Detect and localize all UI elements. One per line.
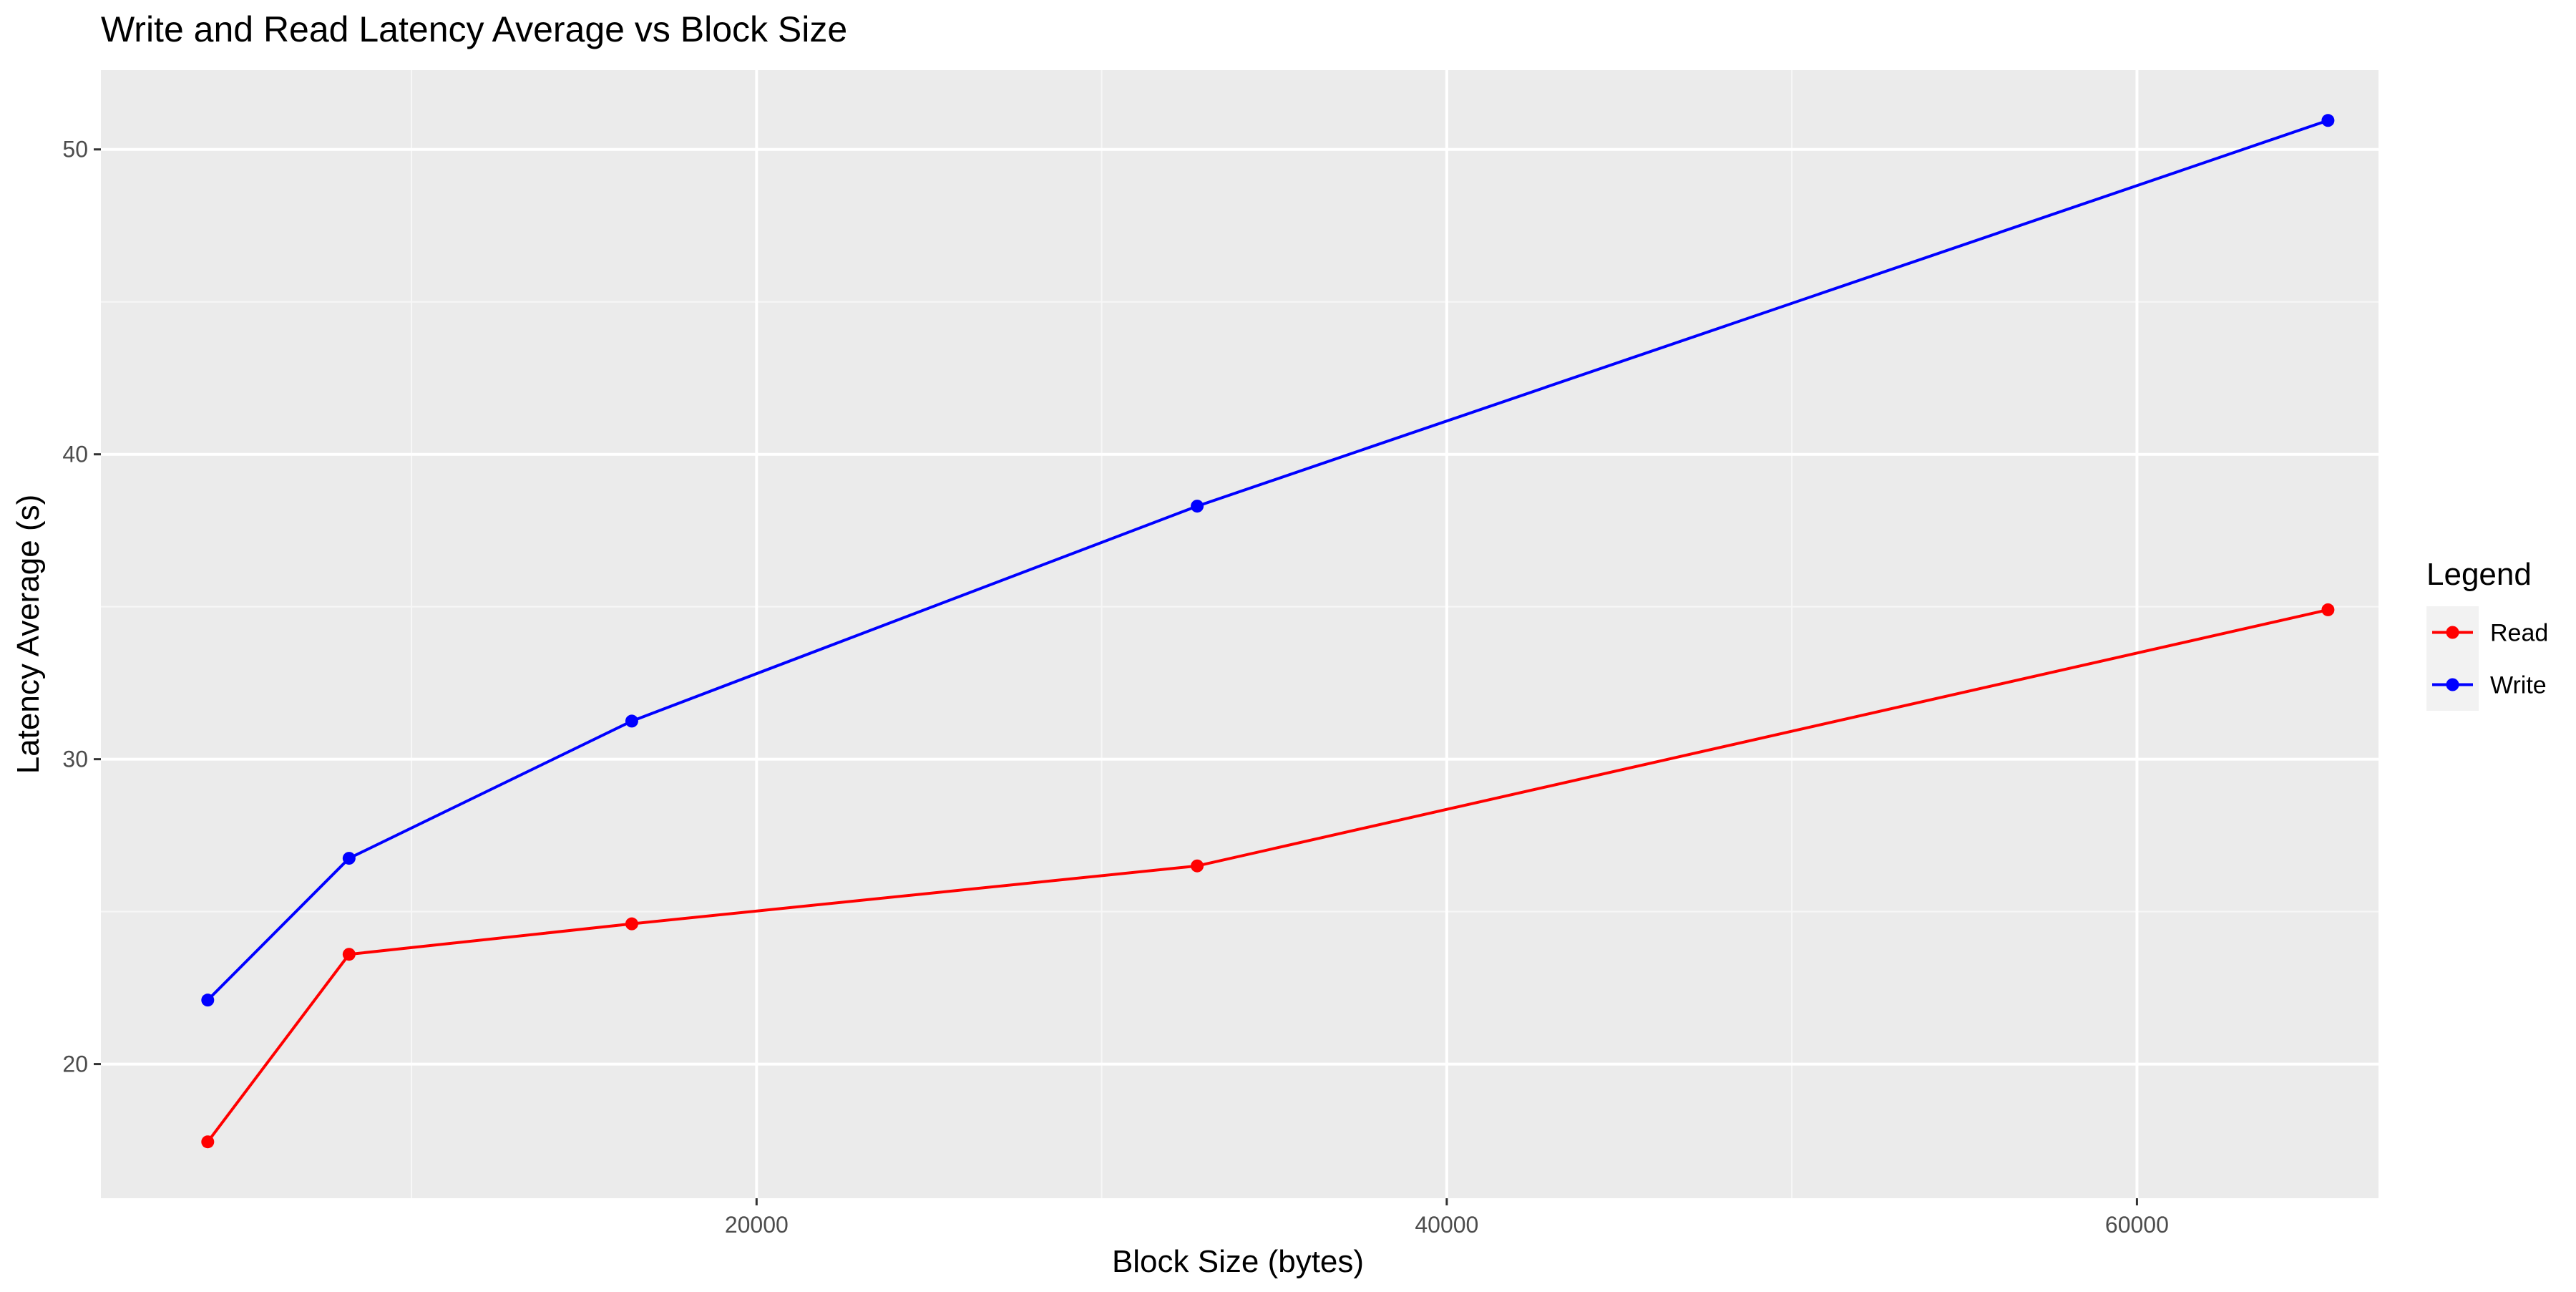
- y-tick-label: 40: [62, 442, 88, 467]
- write-data-point: [201, 994, 215, 1007]
- x-tick-label: 60000: [2105, 1212, 2169, 1238]
- read-data-point: [625, 917, 638, 931]
- legend-label-write: Write: [2490, 672, 2547, 699]
- x-axis-title: Block Size (bytes): [1112, 1244, 1364, 1279]
- major-gridlines: [101, 70, 2379, 1198]
- minor-gridlines: [101, 70, 2379, 1198]
- legend-title: Legend: [2426, 557, 2532, 592]
- write-data-point: [342, 852, 356, 865]
- read-data-point: [2321, 603, 2335, 616]
- series-layer: [201, 114, 2335, 1149]
- y-tick-label: 20: [62, 1051, 88, 1077]
- y-tick-label: 50: [62, 137, 88, 162]
- legend-label-read: Read: [2490, 620, 2548, 647]
- read-data-point: [1191, 859, 1204, 873]
- chart-title: Write and Read Latency Average vs Block …: [101, 9, 847, 49]
- write-data-point: [2321, 114, 2335, 127]
- x-tick-label: 40000: [1415, 1212, 1478, 1238]
- plot-panel: [101, 70, 2379, 1198]
- write-data-point: [1191, 500, 1204, 513]
- legend-marker-write: [2446, 678, 2459, 691]
- axis-layer: 20000 40000 60000 20 30 40 50: [62, 137, 2168, 1238]
- y-axis-title: Latency Average (s): [11, 495, 46, 774]
- x-tick-label: 20000: [725, 1212, 789, 1238]
- write-data-point: [625, 714, 638, 728]
- legend-marker-read: [2446, 626, 2459, 639]
- read-data-point: [342, 948, 356, 961]
- y-tick-label: 30: [62, 747, 88, 772]
- read-data-point: [201, 1135, 215, 1149]
- legend: Legend Read Write: [2426, 557, 2548, 711]
